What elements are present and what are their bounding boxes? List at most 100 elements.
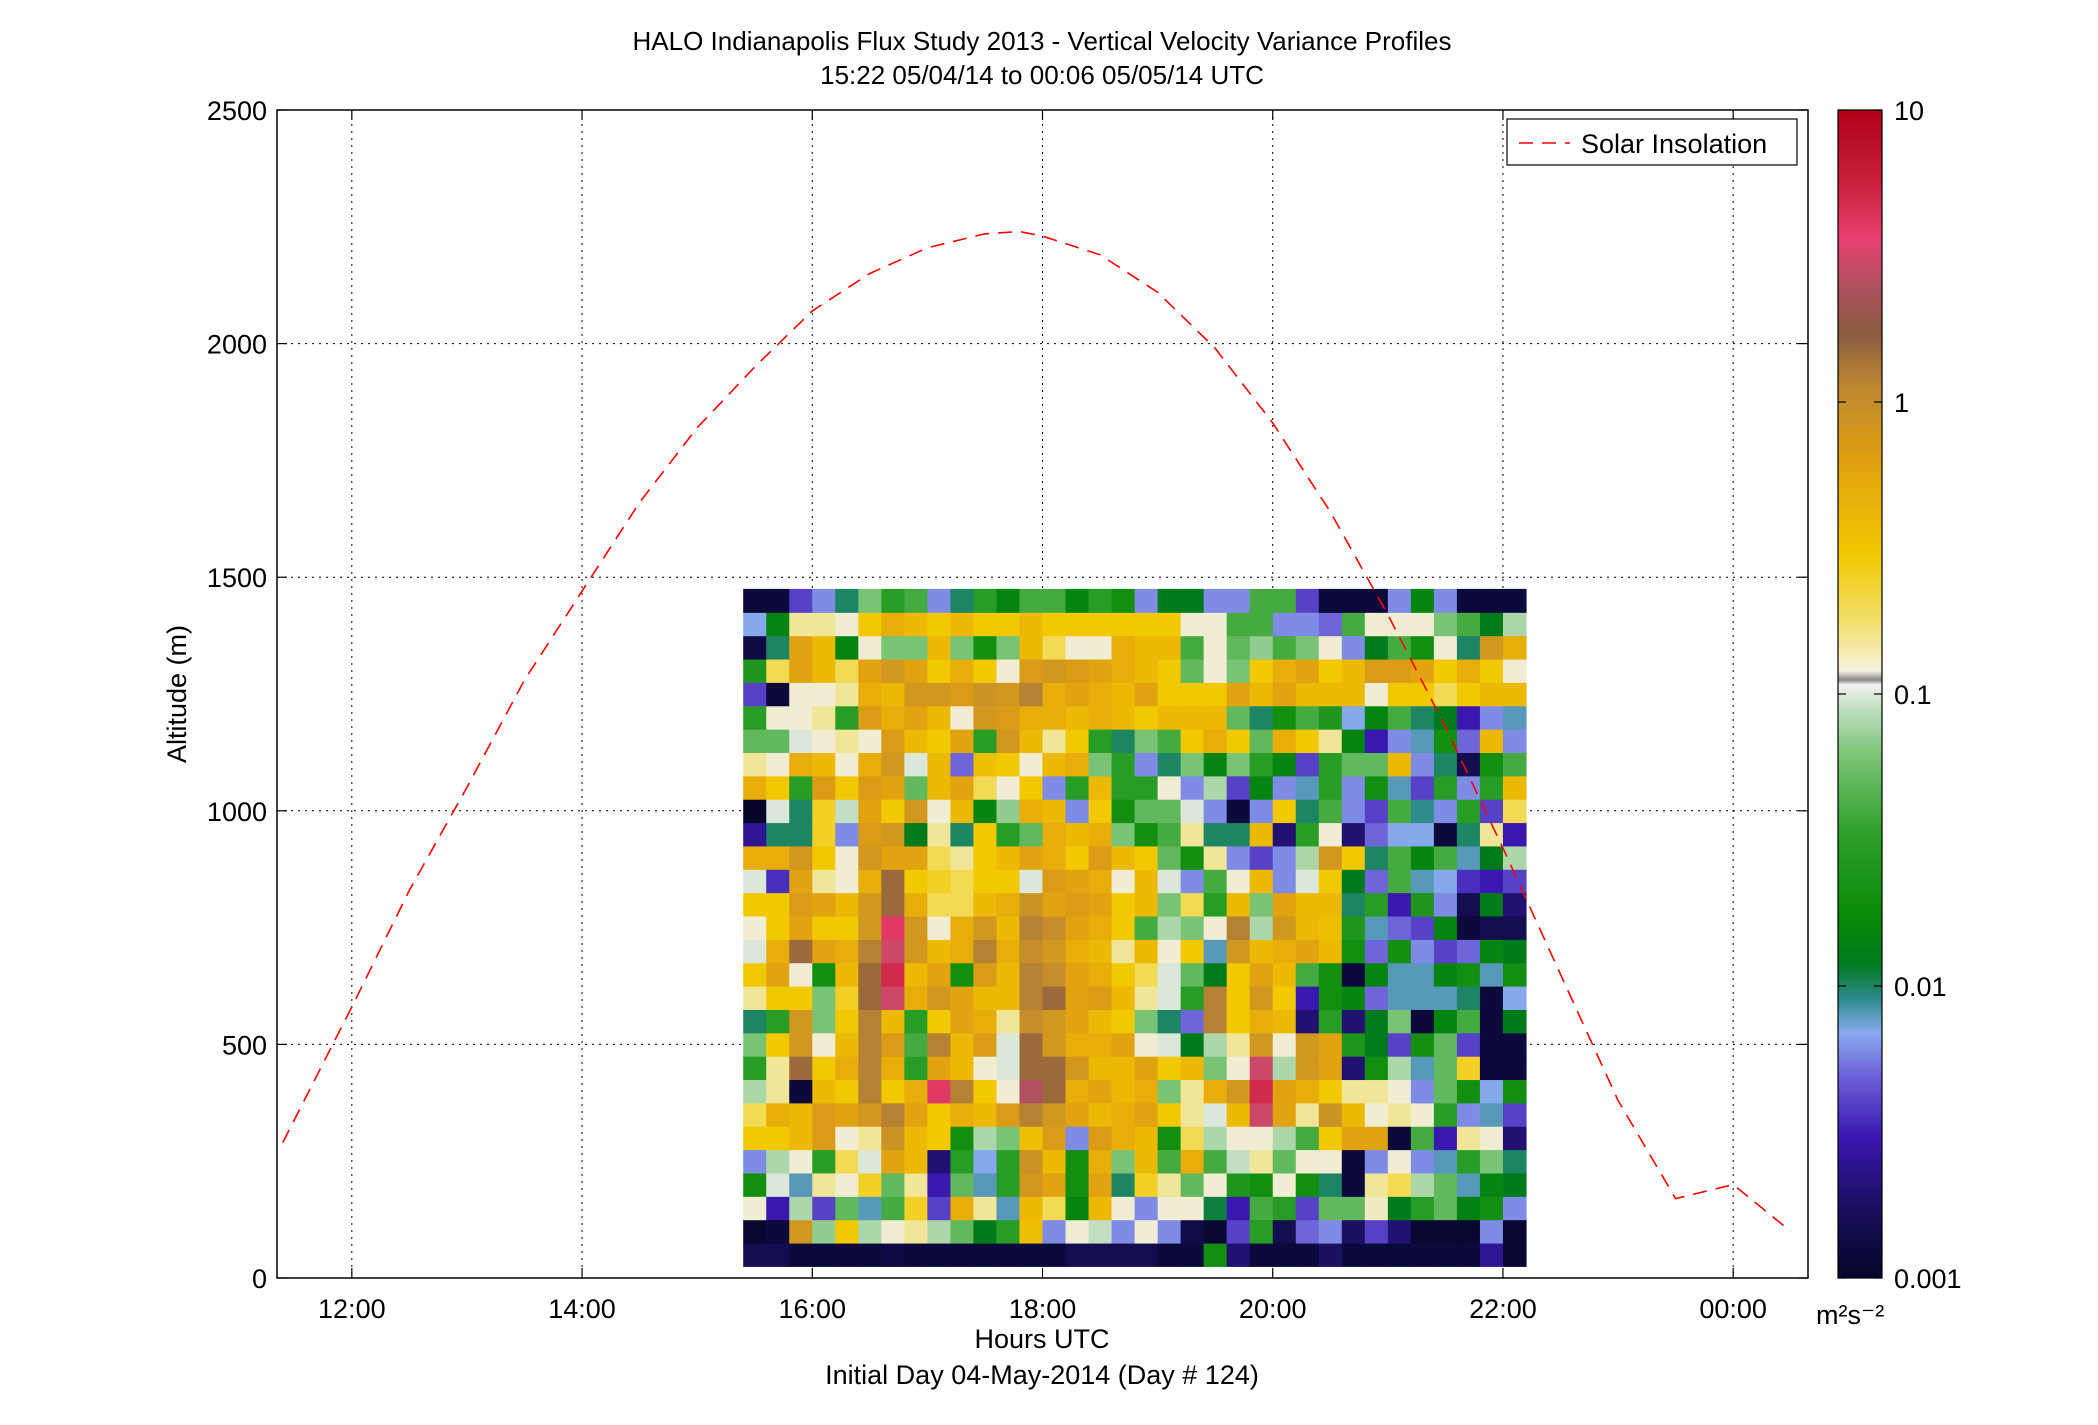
heatmap-cell [1410, 1102, 1435, 1127]
heatmap-cell [1295, 1079, 1320, 1104]
heatmap-cell [812, 612, 836, 637]
heatmap-cell [1226, 1172, 1251, 1197]
heatmap-cell [1226, 799, 1251, 824]
heatmap-cell [1295, 822, 1320, 847]
colorbar-tick-label: 0.001 [1894, 1264, 1962, 1294]
heatmap-cell [1019, 1219, 1044, 1244]
heatmap-cell [1318, 1242, 1343, 1267]
heatmap-cell [766, 1079, 790, 1104]
heatmap-cell [1341, 799, 1366, 824]
heatmap-cell [996, 729, 1021, 753]
heatmap-cell [835, 705, 859, 730]
heatmap-cell [858, 1149, 882, 1174]
heatmap-cell [1318, 915, 1343, 940]
heatmap-cell [1410, 1149, 1435, 1174]
heatmap-cell [1364, 729, 1389, 753]
heatmap-cell [996, 869, 1021, 894]
heatmap-cell [789, 752, 813, 777]
heatmap-cell [1318, 1102, 1343, 1127]
x-tick-label: 20:00 [1239, 1294, 1307, 1324]
heatmap-cell [1203, 869, 1228, 894]
heatmap-cell [1180, 1219, 1205, 1244]
heatmap-cell [1364, 752, 1389, 777]
heatmap-cell [1180, 986, 1205, 1010]
heatmap-cell [1088, 845, 1113, 870]
heatmap-cell [766, 612, 790, 637]
heatmap-cell [1249, 915, 1274, 940]
heatmap-cell [904, 1032, 928, 1057]
heatmap-cell [1387, 658, 1412, 683]
heatmap-cell [1456, 1009, 1481, 1034]
heatmap-cell [1203, 845, 1228, 870]
heatmap-cell [881, 752, 905, 777]
heatmap-cell [743, 892, 767, 917]
heatmap-cell [858, 1126, 882, 1151]
heatmap-cell [1502, 822, 1527, 847]
heatmap-cell [881, 962, 905, 987]
heatmap-cell [1249, 1032, 1274, 1057]
heatmap-cell [1433, 1242, 1458, 1267]
heatmap-cell [1364, 1196, 1389, 1221]
heatmap-cell [1226, 1149, 1251, 1174]
heatmap-cell [1019, 1172, 1044, 1197]
heatmap-cell [835, 1149, 859, 1174]
heatmap-cell [766, 1196, 790, 1221]
heatmap-cell [1456, 799, 1481, 824]
heatmap-cell [973, 892, 998, 917]
heatmap-cell [881, 588, 905, 613]
heatmap-cell [1088, 1056, 1113, 1081]
heatmap-cell [858, 682, 882, 707]
heatmap-cell [1088, 612, 1113, 637]
heatmap-cell [1226, 939, 1251, 964]
heatmap-cell [1364, 869, 1389, 894]
heatmap-cell [1042, 986, 1067, 1010]
heatmap-cell [743, 612, 767, 637]
heatmap-cell [1249, 775, 1274, 800]
heatmap-cell [973, 1056, 998, 1081]
heatmap-cell [1203, 986, 1228, 1010]
heatmap-cell [1019, 775, 1044, 800]
heatmap-cell [1433, 1196, 1458, 1221]
heatmap-cell [1111, 869, 1136, 894]
heatmap-cell [1364, 588, 1389, 613]
heatmap-cell [1134, 1102, 1159, 1127]
heatmap-cell [1226, 635, 1251, 660]
heatmap-cell [881, 915, 905, 940]
heatmap-cell [996, 822, 1021, 847]
heatmap-cell [1272, 869, 1297, 894]
heatmap-cell [1410, 939, 1435, 964]
heatmap-cell [1410, 869, 1435, 894]
heatmap-cell [1410, 892, 1435, 917]
heatmap-cell [1019, 612, 1044, 637]
heatmap-cell [1065, 612, 1090, 637]
heatmap-cell [1318, 939, 1343, 964]
heatmap-cell [1157, 1102, 1182, 1127]
heatmap-cell [973, 1009, 998, 1034]
heatmap-cell [950, 588, 975, 613]
heatmap-cell [1341, 612, 1366, 637]
heatmap-cell [904, 892, 928, 917]
heatmap-cell [881, 892, 905, 917]
heatmap-cell [1180, 869, 1205, 894]
heatmap-cell [1272, 1056, 1297, 1081]
heatmap-cell [996, 682, 1021, 707]
heatmap-cell [1042, 1056, 1067, 1081]
heatmap-cell [1042, 1126, 1067, 1151]
heatmap-cell [1318, 1126, 1343, 1151]
heatmap-cell [1226, 1196, 1251, 1221]
heatmap-cell [1433, 892, 1458, 917]
x-axis-sublabel: Initial Day 04-May-2014 (Day # 124) [825, 1360, 1259, 1390]
heatmap-cell [789, 1172, 813, 1197]
heatmap-cell [1065, 892, 1090, 917]
heatmap-cell [1065, 939, 1090, 964]
heatmap-cell [1433, 635, 1458, 660]
heatmap-cell [789, 1102, 813, 1127]
heatmap-cell [1065, 588, 1090, 613]
heatmap-cell [1019, 822, 1044, 847]
heatmap-cell [1502, 729, 1527, 753]
heatmap-cell [1295, 1196, 1320, 1221]
heatmap-cell [973, 775, 998, 800]
heatmap-cell [1341, 1196, 1366, 1221]
heatmap-cell [881, 612, 905, 637]
heatmap-cell [1433, 962, 1458, 987]
